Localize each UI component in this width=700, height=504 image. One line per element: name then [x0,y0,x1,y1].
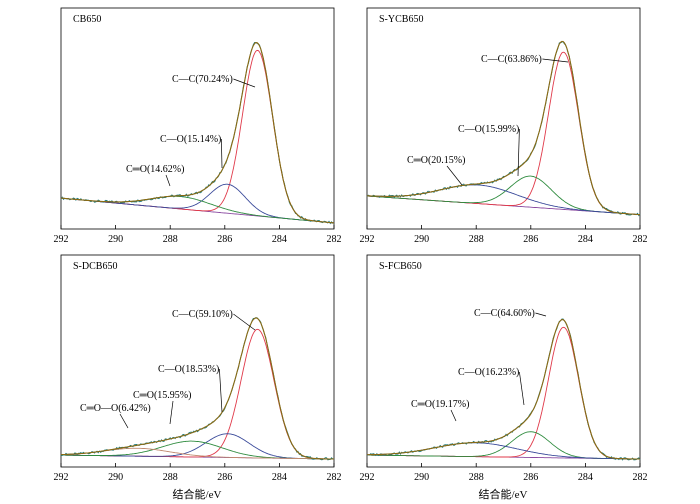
x-tick-label: 282 [633,234,648,245]
x-tick-label: 286 [217,234,232,245]
x-tick-label: 284 [272,234,287,245]
chart-panel-0: 292 290 288 286 284 282 CB650 C—C(70.24%) C—O(15… [54,7,342,245]
x-axis-label-left: 结合能/eV [173,487,222,501]
annotation-pointer [165,174,171,187]
annotation-pointer [517,128,520,177]
plot-frame [60,254,335,468]
peak-annotation: C═O(19.17%) [411,399,469,410]
plot-frame [366,254,641,468]
annotation-pointer [535,312,547,317]
raw-spectrum [60,42,335,225]
chart-panel-3: 292 290 288 286 284 282 S-FCB650 C—C(64.60%) C—O… [360,254,648,483]
annotation-pointer [221,138,223,169]
peak-annotation: C—C(63.86%) [481,54,542,65]
x-tick-label: 292 [54,472,69,483]
envelope-curve [367,319,640,460]
panel-title: S-FCB650 [379,261,422,272]
peak-annotation: C—O(16.23%) [458,367,519,378]
plot-frame [60,7,335,230]
peak-annotation: C—C(70.24%) [172,74,233,85]
raw-spectrum [60,317,335,461]
x-tick-label: 290 [108,234,123,245]
x-tick-label: 290 [414,472,429,483]
x-tick-label: 284 [578,234,593,245]
x-tick-label: 288 [469,472,484,483]
panel-title: CB650 [73,14,101,25]
peak-curve [367,431,640,460]
x-tick-label: 288 [163,472,178,483]
peak-annotation: C—C(64.60%) [474,308,535,319]
chart-panel-1: 292 290 288 286 284 282 S-YCB650 C—C(63.86%) C—O… [360,7,648,245]
annotation-pointer [233,78,256,88]
annotation-pointer [119,413,129,429]
chart-panel-2: 292 290 288 286 284 282 S-DCB650 C—C(59.10%) C—O… [54,254,342,483]
annotation-pointer [542,58,569,63]
peak-annotation: C═O(14.62%) [126,164,184,175]
x-tick-label: 286 [523,472,538,483]
plot-frame [366,7,641,230]
x-tick-label: 292 [54,234,69,245]
x-tick-label: 286 [217,472,232,483]
annotation-pointer [233,313,256,331]
peak-annotation: C—O(18.53%) [158,364,219,375]
peak-curve [367,184,640,216]
x-tick-label: 288 [469,234,484,245]
peak-annotation: C═O—O(6.42%) [80,403,151,414]
peak-annotation: C═O(15.95%) [133,390,191,401]
envelope-curve [60,317,334,460]
peak-curve [61,328,334,460]
annotation-pointer [519,371,525,406]
peak-curve [61,440,334,460]
annotation-pointer [446,165,463,186]
annotation-pointer [219,368,223,413]
peak-curve [60,183,335,224]
x-tick-label: 282 [327,472,342,483]
peak-annotation: C—O(15.14%) [160,134,221,145]
x-tick-label: 284 [272,472,287,483]
peak-annotation: C—C(59.10%) [172,309,233,320]
peak-annotation: C═O(20.15%) [407,155,465,166]
peak-curve [367,326,640,460]
x-tick-label: 284 [578,472,593,483]
envelope-curve [367,40,640,216]
envelope-curve [60,42,335,224]
x-axis-label-right: 结合能/eV [479,487,528,501]
x-tick-label: 286 [523,234,538,245]
x-tick-label: 290 [108,472,123,483]
raw-spectrum [366,318,641,461]
x-tick-label: 288 [163,234,178,245]
annotation-pointer [450,409,457,422]
x-tick-label: 292 [360,472,375,483]
x-tick-label: 282 [327,234,342,245]
peak-annotation: C—O(15.99%) [458,124,519,135]
x-tick-label: 290 [414,234,429,245]
annotation-pointer [169,400,174,425]
x-tick-label: 282 [633,472,648,483]
x-tick-label: 292 [360,234,375,245]
panel-title: S-YCB650 [379,14,423,25]
panel-title: S-DCB650 [73,261,117,272]
